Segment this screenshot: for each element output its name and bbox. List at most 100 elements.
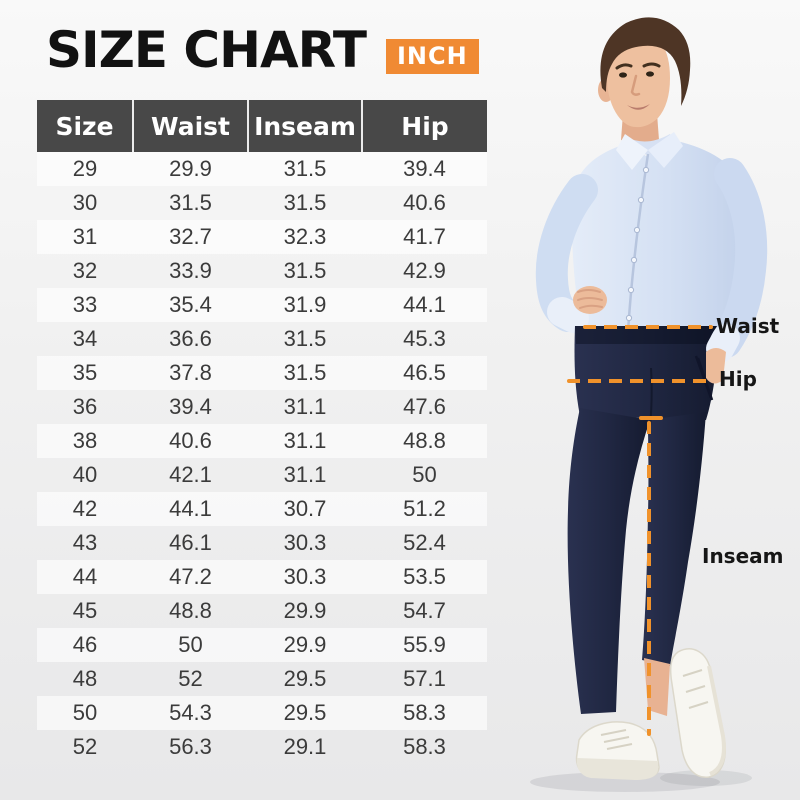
table-row: 34 36.6 31.5 45.3 xyxy=(37,322,487,356)
waist-measure-line xyxy=(583,325,713,329)
column-header-size: Size xyxy=(37,100,133,152)
table-cell: 53.5 xyxy=(403,564,446,589)
table-row: 32 33.9 31.5 42.9 xyxy=(37,254,487,288)
inseam-measure-tick xyxy=(639,416,663,420)
table-cell: 39.4 xyxy=(403,156,446,181)
table-cell: 32.3 xyxy=(283,224,327,249)
model-right-arm xyxy=(696,158,768,401)
table-cell: 48.8 xyxy=(403,428,446,453)
table-cell: 58.3 xyxy=(403,700,446,725)
table-cell: 31.1 xyxy=(283,394,327,419)
table-cell: 29.9 xyxy=(283,632,327,657)
table-cell: 57.1 xyxy=(403,666,446,691)
table-row: 35 37.8 31.5 46.5 xyxy=(37,356,487,390)
table-cell: 50 xyxy=(72,700,98,725)
table-cell: 31.5 xyxy=(283,156,327,181)
model-shirt xyxy=(535,132,747,333)
table-cell: 42.9 xyxy=(403,258,446,283)
size-table-header: Size Waist Inseam Hip xyxy=(37,100,487,152)
table-cell: 29.5 xyxy=(283,666,327,691)
table-cell: 32 xyxy=(72,258,98,283)
table-cell: 48 xyxy=(72,666,98,691)
table-cell: 42.1 xyxy=(169,462,212,487)
page-title: SIZE CHART xyxy=(46,21,367,79)
table-cell: 37.8 xyxy=(169,360,212,385)
waist-label: Waist xyxy=(716,314,780,338)
table-cell: 32.7 xyxy=(169,224,212,249)
size-table: Size Waist Inseam Hip 29 29.9 31.5 39.4 30 31… xyxy=(37,100,487,764)
table-cell: 56.3 xyxy=(169,734,212,759)
table-cell: 52.4 xyxy=(403,530,446,555)
table-row: 31 32.7 32.3 41.7 xyxy=(37,220,487,254)
table-row: 45 48.8 29.9 54.7 xyxy=(37,594,487,628)
table-cell: 44.1 xyxy=(169,496,212,521)
table-cell: 55.9 xyxy=(403,632,446,657)
table-row: 43 46.1 30.3 52.4 xyxy=(37,526,487,560)
table-cell: 45.3 xyxy=(403,326,446,351)
table-cell: 48.8 xyxy=(169,598,212,623)
size-table-body: 29 29.9 31.5 39.4 30 31.5 31.5 40.6 31 32.7 32.3 41… xyxy=(37,152,487,764)
table-cell: 31.5 xyxy=(283,190,327,215)
table-cell: 46.1 xyxy=(169,530,212,555)
table-cell: 29.5 xyxy=(283,700,327,725)
table-cell: 39.4 xyxy=(169,394,212,419)
table-cell: 46 xyxy=(72,632,98,657)
table-row: 42 44.1 30.7 51.2 xyxy=(37,492,487,526)
table-cell: 42 xyxy=(72,496,98,521)
inseam-measure-line xyxy=(647,421,651,736)
table-cell: 40 xyxy=(72,462,98,487)
model-head xyxy=(598,17,691,145)
table-cell: 31.5 xyxy=(283,360,327,385)
table-row: 52 56.3 29.1 58.3 xyxy=(37,730,487,764)
inseam-label: Inseam xyxy=(702,544,784,568)
table-cell: 29 xyxy=(72,156,98,181)
table-cell: 40.6 xyxy=(403,190,446,215)
table-cell: 38 xyxy=(72,428,98,453)
unit-badge: INCH xyxy=(386,39,479,74)
table-cell: 52 xyxy=(72,734,98,759)
table-cell: 31.9 xyxy=(283,292,327,317)
table-cell: 54.3 xyxy=(169,700,212,725)
table-cell: 35.4 xyxy=(169,292,212,317)
table-cell: 50 xyxy=(412,462,437,487)
table-row: 33 35.4 31.9 44.1 xyxy=(37,288,487,322)
table-cell: 35 xyxy=(72,360,98,385)
table-cell: 30.3 xyxy=(283,530,327,555)
column-header-hip: Hip xyxy=(361,100,487,152)
table-cell: 54.7 xyxy=(403,598,446,623)
model-shoes xyxy=(575,648,726,780)
table-cell: 30.7 xyxy=(283,496,327,521)
table-cell: 31.5 xyxy=(283,258,327,283)
table-cell: 50 xyxy=(178,632,203,657)
table-cell: 33 xyxy=(72,292,98,317)
table-cell: 47.2 xyxy=(169,564,212,589)
table-row: 46 50 29.9 55.9 xyxy=(37,628,487,662)
table-row: 36 39.4 31.1 47.6 xyxy=(37,390,487,424)
table-row: 48 52 29.5 57.1 xyxy=(37,662,487,696)
table-row: 38 40.6 31.1 48.8 xyxy=(37,424,487,458)
table-cell: 45 xyxy=(72,598,98,623)
table-cell: 29.9 xyxy=(283,598,327,623)
hip-label: Hip xyxy=(719,367,757,391)
table-cell: 29.1 xyxy=(283,734,327,759)
table-cell: 31 xyxy=(72,224,98,249)
table-cell: 43 xyxy=(72,530,98,555)
table-cell: 40.6 xyxy=(169,428,212,453)
column-header-inseam: Inseam xyxy=(247,100,362,152)
table-cell: 44.1 xyxy=(403,292,446,317)
table-cell: 44 xyxy=(72,564,98,589)
table-row: 50 54.3 29.5 58.3 xyxy=(37,696,487,730)
table-cell: 31.5 xyxy=(283,326,327,351)
hip-measure-line xyxy=(567,379,713,383)
table-cell: 58.3 xyxy=(403,734,446,759)
table-cell: 34 xyxy=(72,326,98,351)
table-cell: 33.9 xyxy=(169,258,212,283)
table-row: 30 31.5 31.5 40.6 xyxy=(37,186,487,220)
table-row: 44 47.2 30.3 53.5 xyxy=(37,560,487,594)
model-pants xyxy=(567,326,718,714)
model-photo xyxy=(530,17,768,792)
table-cell: 31.5 xyxy=(169,190,212,215)
header-row: Size Waist Inseam Hip xyxy=(37,100,487,152)
table-cell: 47.6 xyxy=(403,394,446,419)
